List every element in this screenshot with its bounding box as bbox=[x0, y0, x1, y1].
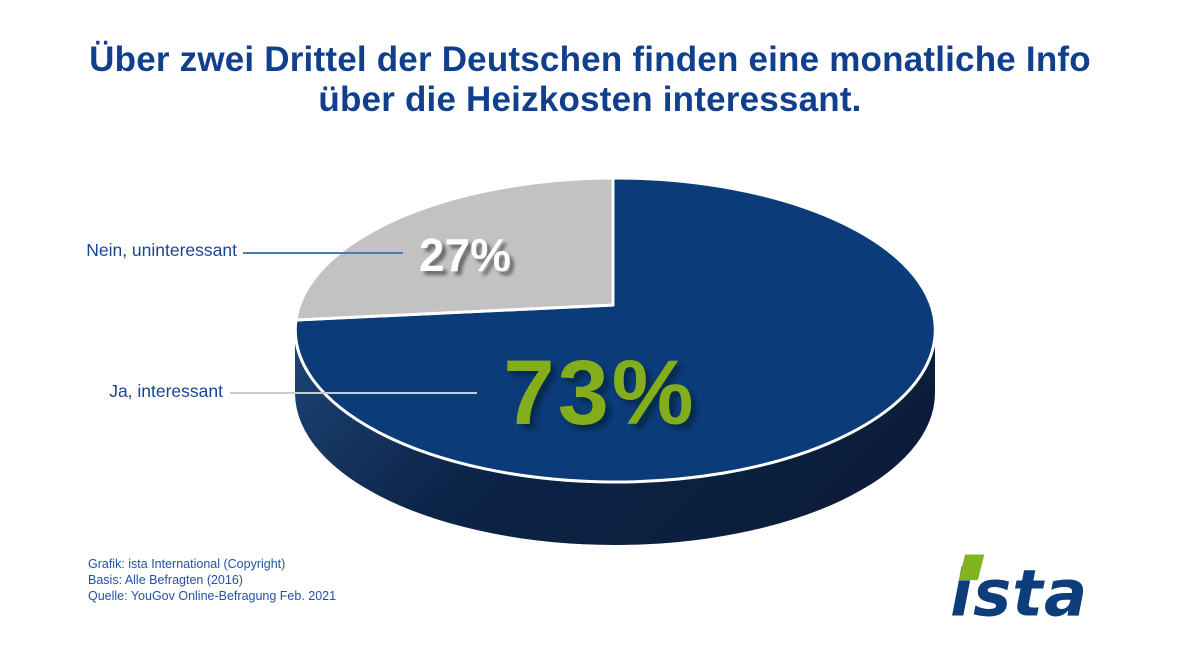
value-label-nein: 27% bbox=[418, 229, 512, 281]
callout-label-nein: Nein, uninteressant bbox=[86, 240, 237, 260]
callout-label-ja: Ja, interessant bbox=[109, 381, 223, 401]
pie-rim-3d-side bbox=[295, 330, 935, 545]
pie-slice-nein bbox=[294, 176, 615, 322]
leader-line-ja bbox=[230, 392, 477, 394]
pie-slice-ja bbox=[293, 176, 937, 484]
leader-line-nein bbox=[243, 252, 403, 254]
ista-logo-green-accent-icon bbox=[958, 554, 985, 581]
source-grafik: Grafik: ista International (Copyright) bbox=[88, 557, 286, 571]
value-label-ja: 73% bbox=[503, 342, 697, 444]
source-quelle: Quelle: YouGov Online-Befragung Feb. 202… bbox=[88, 589, 337, 603]
chart-title: Über zwei Drittel der Deutschen finden e… bbox=[0, 40, 1180, 120]
chart-title-line1: Über zwei Drittel der Deutschen finden e… bbox=[89, 40, 1091, 79]
ista-logo: ista bbox=[950, 554, 1087, 625]
source-basis: Basis: Alle Befragten (2016) bbox=[88, 573, 243, 587]
chart-title-line2: über die Heizkosten interessant. bbox=[318, 80, 862, 119]
source-notes: Grafik: ista International (Copyright) B… bbox=[88, 556, 336, 604]
